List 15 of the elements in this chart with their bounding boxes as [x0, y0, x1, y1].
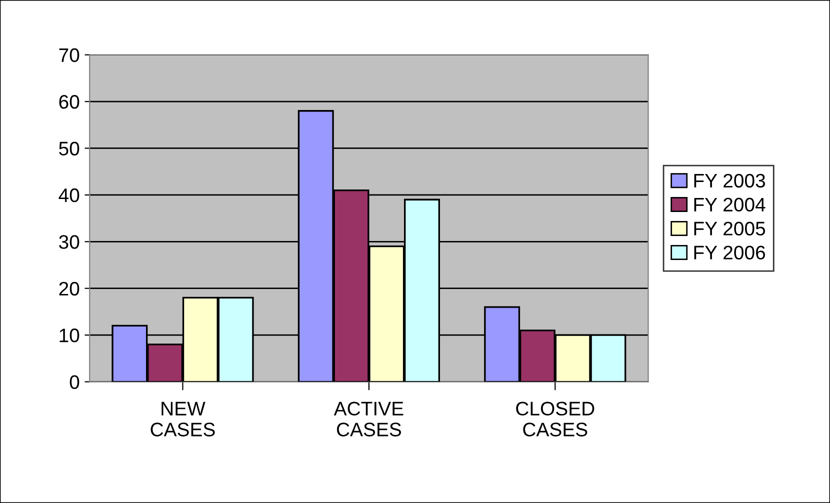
- legend-label: FY 2003: [694, 174, 766, 188]
- y-tick-label: 20: [59, 282, 80, 296]
- y-tick-label: 40: [58, 188, 80, 202]
- x-tick-label: ACTIVE CASES: [334, 402, 404, 436]
- legend-label: FY 2006: [694, 246, 766, 260]
- x-tick-label: NEW CASES: [150, 402, 215, 436]
- y-tick-label: 30: [59, 235, 80, 249]
- y-tick-label: 60: [59, 95, 80, 109]
- legend-label: FY 2004: [694, 198, 766, 212]
- y-tick-label: 70: [59, 48, 80, 62]
- y-tick-label: 50: [59, 142, 80, 156]
- x-tick-label: CLOSED CASES: [516, 402, 594, 436]
- y-tick-label: 0: [70, 375, 80, 390]
- legend-label: FY 2005: [694, 222, 766, 236]
- y-tick-label: 10: [60, 328, 80, 342]
